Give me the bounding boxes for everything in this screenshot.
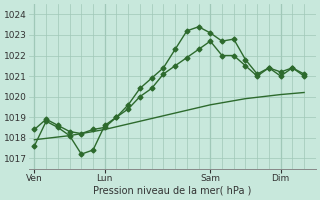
X-axis label: Pression niveau de la mer( hPa ): Pression niveau de la mer( hPa ) [93,186,252,196]
